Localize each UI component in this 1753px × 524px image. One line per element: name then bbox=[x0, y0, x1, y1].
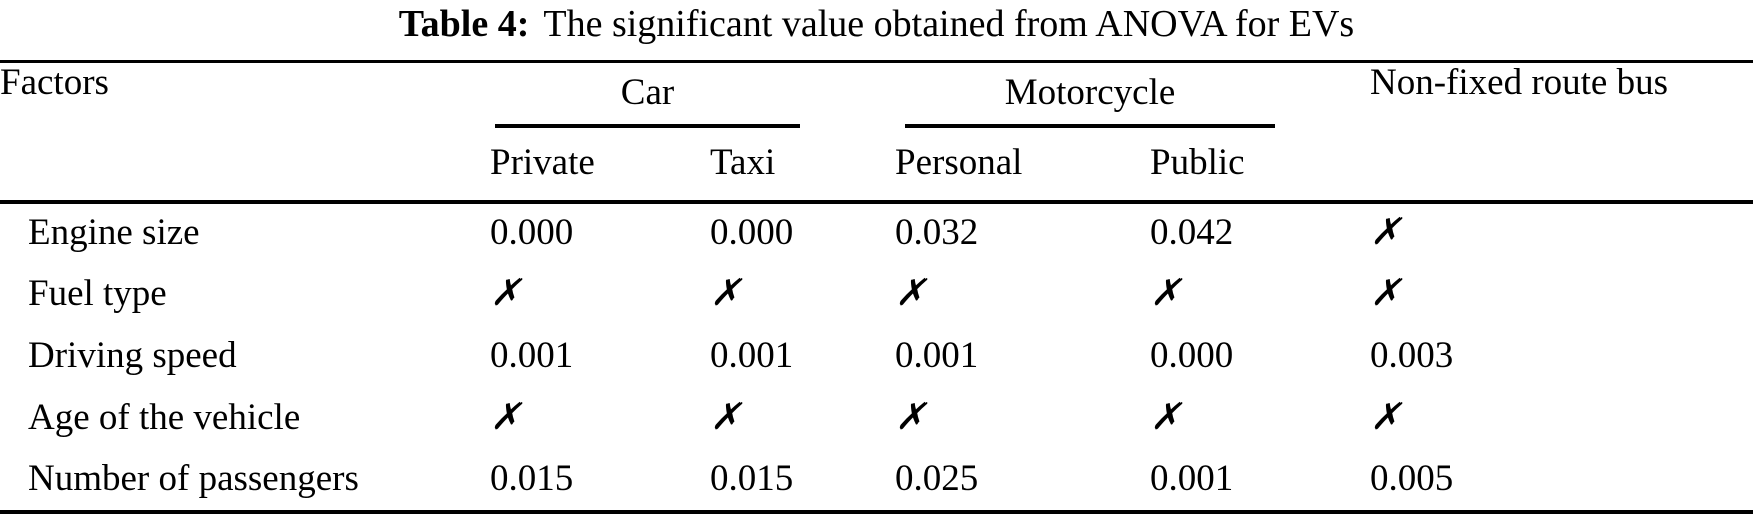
table-body: Engine size 0.000 0.000 0.032 0.042 ✗ Fu… bbox=[0, 202, 1753, 512]
motorcycle-group-underline: Motorcycle bbox=[905, 71, 1275, 128]
column-group-motorcycle-label: Motorcycle bbox=[1004, 71, 1176, 113]
cell-value: 0.001 bbox=[710, 335, 794, 377]
car-group-underline: Car bbox=[495, 71, 800, 128]
column-header-public: Public bbox=[1150, 142, 1245, 184]
header-group-row: Factors Car Motorcycle Non-fixed route b… bbox=[0, 62, 1753, 128]
cell-value: 0.025 bbox=[895, 458, 979, 500]
cell-value: 0.001 bbox=[490, 335, 574, 377]
cell-value: ✗ bbox=[1150, 397, 1182, 439]
cell-value: 0.032 bbox=[895, 212, 979, 254]
cell-value: ✗ bbox=[710, 397, 742, 439]
header-sub-row: Private Taxi Personal Public bbox=[0, 128, 1753, 202]
table-row: Fuel type ✗ ✗ ✗ ✗ ✗ bbox=[0, 264, 1753, 326]
column-group-car-label: Car bbox=[620, 71, 675, 113]
cell-value: ✗ bbox=[1370, 397, 1402, 439]
table-row: Driving speed 0.001 0.001 0.001 0.000 0.… bbox=[0, 326, 1753, 388]
cell-value: ✗ bbox=[895, 397, 927, 439]
factor-label: Engine size bbox=[28, 212, 200, 254]
cell-value: 0.000 bbox=[710, 212, 794, 254]
table-header: Factors Car Motorcycle Non-fixed route b… bbox=[0, 62, 1753, 202]
factor-label: Age of the vehicle bbox=[28, 397, 301, 439]
table-row: Age of the vehicle ✗ ✗ ✗ ✗ ✗ bbox=[0, 388, 1753, 450]
table-caption: Table 4: The significant value obtained … bbox=[0, 0, 1753, 60]
column-group-car: Car bbox=[490, 62, 895, 128]
cell-value: ✗ bbox=[490, 397, 522, 439]
factor-label: Driving speed bbox=[28, 335, 237, 377]
cell-value: ✗ bbox=[895, 273, 927, 315]
cell-value: 0.003 bbox=[1370, 335, 1454, 377]
column-header-factors: Factors bbox=[0, 62, 109, 103]
cell-value: ✗ bbox=[1150, 273, 1182, 315]
column-header-private: Private bbox=[490, 142, 595, 184]
anova-table: Factors Car Motorcycle Non-fixed route b… bbox=[0, 60, 1753, 514]
cell-value: 0.015 bbox=[710, 458, 794, 500]
table-row: Number of passengers 0.015 0.015 0.025 0… bbox=[0, 450, 1753, 512]
cell-value: 0.042 bbox=[1150, 212, 1234, 254]
column-header-taxi: Taxi bbox=[710, 142, 776, 184]
cell-value: ✗ bbox=[1370, 273, 1402, 315]
cell-value: 0.001 bbox=[895, 335, 979, 377]
column-header-non-fixed-route-bus: Non-fixed route bus bbox=[1370, 62, 1668, 103]
column-header-personal: Personal bbox=[895, 142, 1023, 184]
factor-label: Number of passengers bbox=[28, 458, 359, 500]
cell-value: 0.001 bbox=[1150, 458, 1234, 500]
cell-value: 0.000 bbox=[490, 212, 574, 254]
factor-label: Fuel type bbox=[28, 273, 167, 315]
table-caption-label: Table 4: bbox=[398, 3, 530, 45]
cell-value: 0.005 bbox=[1370, 458, 1454, 500]
cell-value: ✗ bbox=[490, 273, 522, 315]
cell-value: 0.015 bbox=[490, 458, 574, 500]
cell-value: ✗ bbox=[1370, 212, 1402, 254]
table-caption-text: The significant value obtained from ANOV… bbox=[543, 3, 1355, 45]
table-row: Engine size 0.000 0.000 0.032 0.042 ✗ bbox=[0, 202, 1753, 264]
column-group-motorcycle: Motorcycle bbox=[895, 62, 1370, 128]
cell-value: ✗ bbox=[710, 273, 742, 315]
cell-value: 0.000 bbox=[1150, 335, 1234, 377]
